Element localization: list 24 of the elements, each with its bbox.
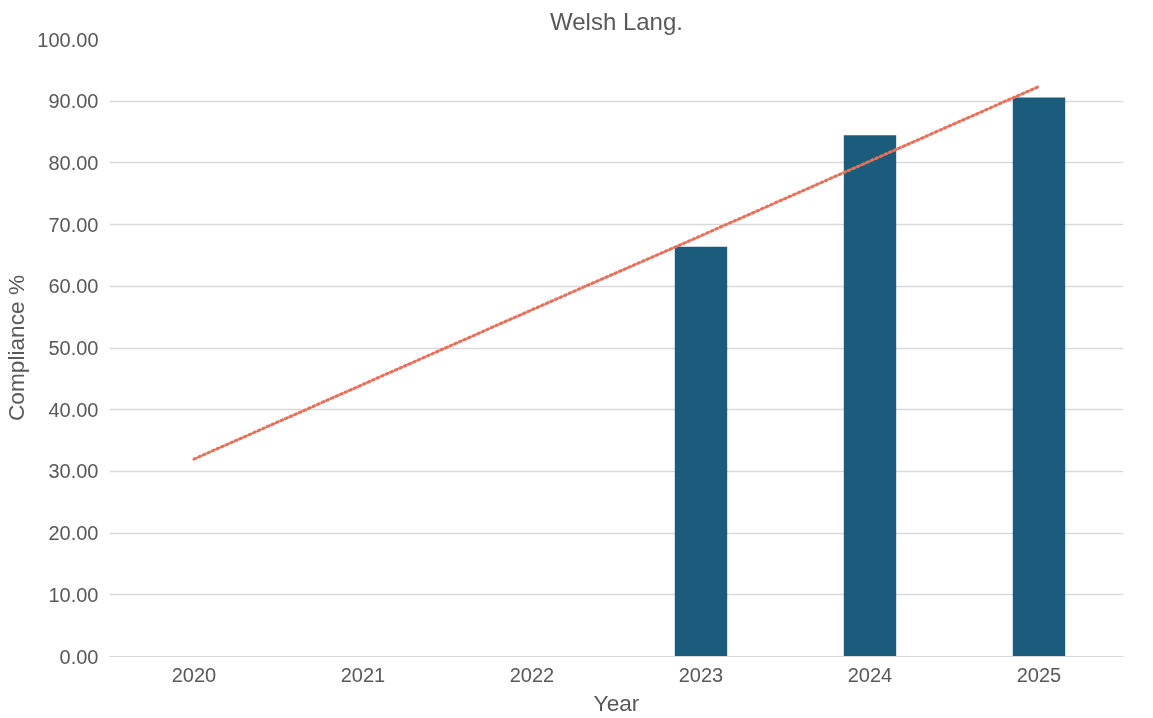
y-tick-label: 10.00 <box>48 583 99 606</box>
bar <box>1012 97 1066 657</box>
y-tick-label: 90.00 <box>48 90 99 113</box>
x-tick-label: 2021 <box>340 663 386 686</box>
x-tick-label: 2025 <box>1016 663 1062 686</box>
y-tick-label: 60.00 <box>48 275 99 298</box>
x-axis-title: Year <box>593 689 640 716</box>
bar <box>674 246 728 657</box>
y-axis-title: Compliance % <box>3 274 30 422</box>
y-tick-label: 30.00 <box>48 460 99 483</box>
y-tick-label: 100.00 <box>37 28 99 51</box>
y-tick-label: 50.00 <box>48 337 99 359</box>
chart-title: Welsh Lang. <box>550 7 683 35</box>
y-tick-label: 70.00 <box>48 213 99 236</box>
y-tick-label: 40.00 <box>48 398 99 421</box>
y-tick-label: 20.00 <box>48 522 99 545</box>
line-series <box>192 84 1041 461</box>
y-tick-label: 0.00 <box>59 645 99 668</box>
bar <box>843 135 897 657</box>
x-tick-label: 2023 <box>678 663 724 686</box>
x-tick-label: 2020 <box>171 663 217 686</box>
x-tick-label: 2022 <box>509 663 555 686</box>
y-tick-label: 80.00 <box>48 151 99 174</box>
x-tick-label: 2024 <box>847 663 893 686</box>
